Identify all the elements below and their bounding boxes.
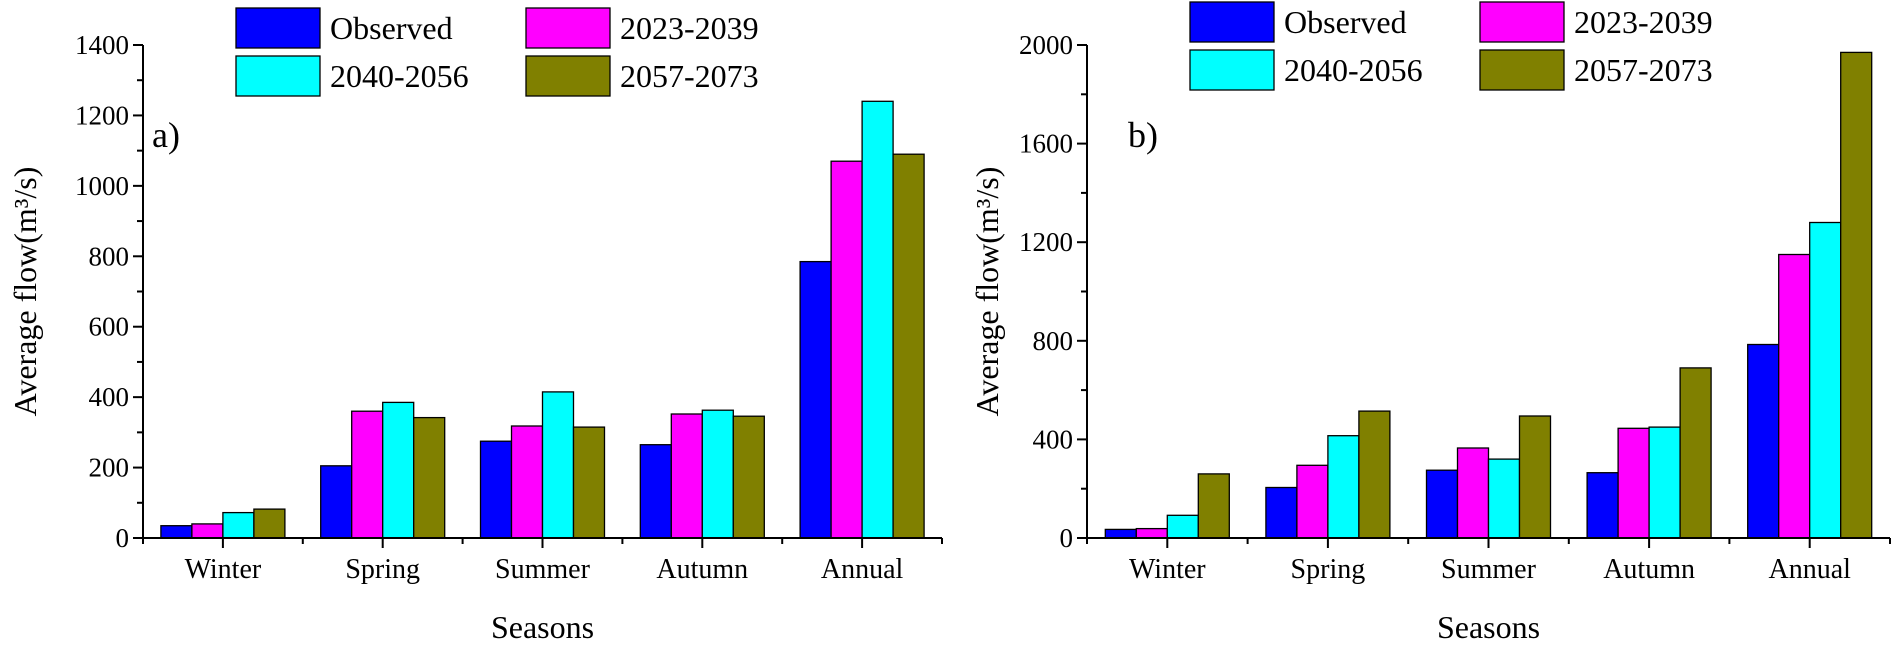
x-tick-label-b-Summer: Summer	[1441, 554, 1537, 585]
y-tick-label-b: 400	[1033, 424, 1074, 454]
bar-a-Observed-Summer	[479, 440, 513, 539]
bar-b-Observed-Autumn	[1586, 472, 1619, 539]
x-tick-label-a-Autumn: Autumn	[656, 554, 748, 585]
bar-b-2057-2073-Autumn	[1679, 367, 1712, 539]
legend-swatch-b-2057-2073	[1479, 49, 1565, 91]
chart-a-svg: 0 200 400 600 800 1000 1200 1400 Winter Spring Sum…	[7, 7, 943, 645]
bar-a-2040-2056-Spring	[382, 401, 415, 539]
chart-b-svg: 0 400 800 1200 1600 2000 Winter Spring Summer Aut…	[969, 1, 1891, 645]
legend-label-a-2023-2039: 2023-2039	[620, 10, 759, 46]
legend-swatch-b-2023-2039	[1479, 1, 1565, 43]
legend-label-b-2040-2056: 2040-2056	[1284, 52, 1423, 88]
bar-a-Observed-Autumn	[639, 444, 672, 539]
legend-swatch-a-Observed	[235, 7, 321, 49]
y-tick-label-a: 1000	[75, 171, 129, 201]
legend-swatch-a-2057-2073	[525, 55, 611, 97]
y-axis-title-a: Average flow(m³/s)	[7, 167, 43, 417]
bar-b-2040-2056-Annual	[1809, 221, 1842, 539]
y-tick-label-b: 1200	[1019, 227, 1073, 257]
x-axis-title-b: Seasons	[1437, 609, 1540, 645]
bar-b-2040-2056-Spring	[1327, 435, 1360, 539]
panel-label-b: b)	[1128, 115, 1158, 155]
bar-a-2057-2073-Spring	[413, 416, 446, 539]
bar-a-2023-2039-Autumn	[670, 413, 703, 539]
y-tick-label-b: 800	[1033, 326, 1074, 356]
bar-b-2057-2073-Summer	[1518, 415, 1552, 539]
x-tick-label-b-Spring: Spring	[1291, 554, 1366, 585]
bar-b-2057-2073-Annual	[1840, 51, 1873, 539]
x-tick-label-b-Autumn: Autumn	[1603, 554, 1695, 585]
bar-a-2023-2039-Spring	[351, 410, 384, 539]
y-tick-label-b: 2000	[1019, 30, 1073, 60]
y-tick-label-a: 1400	[75, 30, 129, 60]
bar-a-2057-2073-Annual	[892, 153, 925, 539]
bar-b-2023-2039-Spring	[1296, 464, 1329, 539]
bar-a-2040-2056-Annual	[861, 100, 894, 539]
legend-label-a-2057-2073: 2057-2073	[620, 58, 759, 94]
bar-a-2040-2056-Autumn	[701, 409, 734, 539]
bar-a-2040-2056-Winter	[222, 511, 255, 539]
bar-b-2023-2039-Autumn	[1617, 427, 1650, 539]
x-tick-label-a-Winter: Winter	[185, 554, 262, 585]
bar-a-2023-2039-Summer	[510, 425, 544, 539]
x-tick-label-a-Summer: Summer	[495, 554, 591, 585]
bar-b-Observed-Summer	[1425, 469, 1459, 539]
panel-label-a: a)	[152, 115, 180, 155]
bar-a-Observed-Annual	[799, 260, 832, 539]
legend-label-a-2040-2056: 2040-2056	[330, 58, 469, 94]
bar-a-2040-2056-Summer	[541, 391, 575, 539]
legend-swatch-a-2040-2056	[235, 55, 321, 97]
bar-a-Observed-Spring	[320, 465, 353, 539]
y-axis-title-b: Average flow(m³/s)	[969, 167, 1005, 417]
chart-panel-a: 0 200 400 600 800 1000 1200 1400 Winter Spring Sum…	[0, 0, 950, 646]
legend-label-b-2023-2039: 2023-2039	[1574, 4, 1713, 40]
x-tick-label-b-Annual: Annual	[1768, 554, 1851, 585]
y-tick-label-a: 200	[89, 453, 130, 483]
legend-swatch-b-2040-2056	[1189, 49, 1275, 91]
bar-b-2040-2056-Summer	[1487, 458, 1521, 539]
bar-a-2023-2039-Annual	[830, 160, 863, 539]
legend-label-b-2057-2073: 2057-2073	[1574, 52, 1713, 88]
legend-label-b-Observed: Observed	[1284, 4, 1407, 40]
bar-b-Observed-Winter	[1104, 528, 1137, 539]
bar-a-2023-2039-Winter	[191, 523, 224, 539]
x-tick-label-a-Annual: Annual	[821, 554, 904, 585]
y-tick-label-a: 1200	[75, 100, 129, 130]
y-tick-label-b: 0	[1060, 523, 1074, 553]
x-tick-label-a-Spring: Spring	[345, 554, 420, 585]
bar-b-2040-2056-Winter	[1166, 514, 1199, 539]
chart-panel-b: 0 400 800 1200 1600 2000 Winter Spring Summer Aut…	[960, 0, 1900, 646]
x-axis-title-a: Seasons	[491, 609, 594, 645]
bar-b-2023-2039-Summer	[1456, 447, 1490, 539]
bar-b-2040-2056-Autumn	[1648, 426, 1681, 539]
x-tick-label-b-Winter: Winter	[1129, 554, 1206, 585]
bar-b-Observed-Annual	[1747, 343, 1780, 539]
y-tick-label-b: 1600	[1019, 129, 1073, 159]
bar-a-Observed-Winter	[160, 525, 193, 539]
y-tick-label-a: 800	[89, 241, 130, 271]
y-tick-label-a: 600	[89, 312, 130, 342]
bar-a-2057-2073-Summer	[572, 426, 606, 539]
legend-swatch-a-2023-2039	[525, 7, 611, 49]
bar-a-2057-2073-Winter	[253, 508, 286, 539]
bar-b-2023-2039-Winter	[1135, 527, 1168, 539]
bar-b-2057-2073-Winter	[1197, 473, 1230, 539]
legend-label-a-Observed: Observed	[330, 10, 453, 46]
legend-swatch-b-Observed	[1189, 1, 1275, 43]
bar-b-Observed-Spring	[1265, 486, 1298, 539]
bar-b-2057-2073-Spring	[1358, 410, 1391, 539]
y-tick-label-a: 0	[116, 523, 130, 553]
y-tick-label-a: 400	[89, 382, 130, 412]
bar-a-2057-2073-Autumn	[732, 415, 765, 539]
bar-b-2023-2039-Annual	[1778, 253, 1811, 539]
